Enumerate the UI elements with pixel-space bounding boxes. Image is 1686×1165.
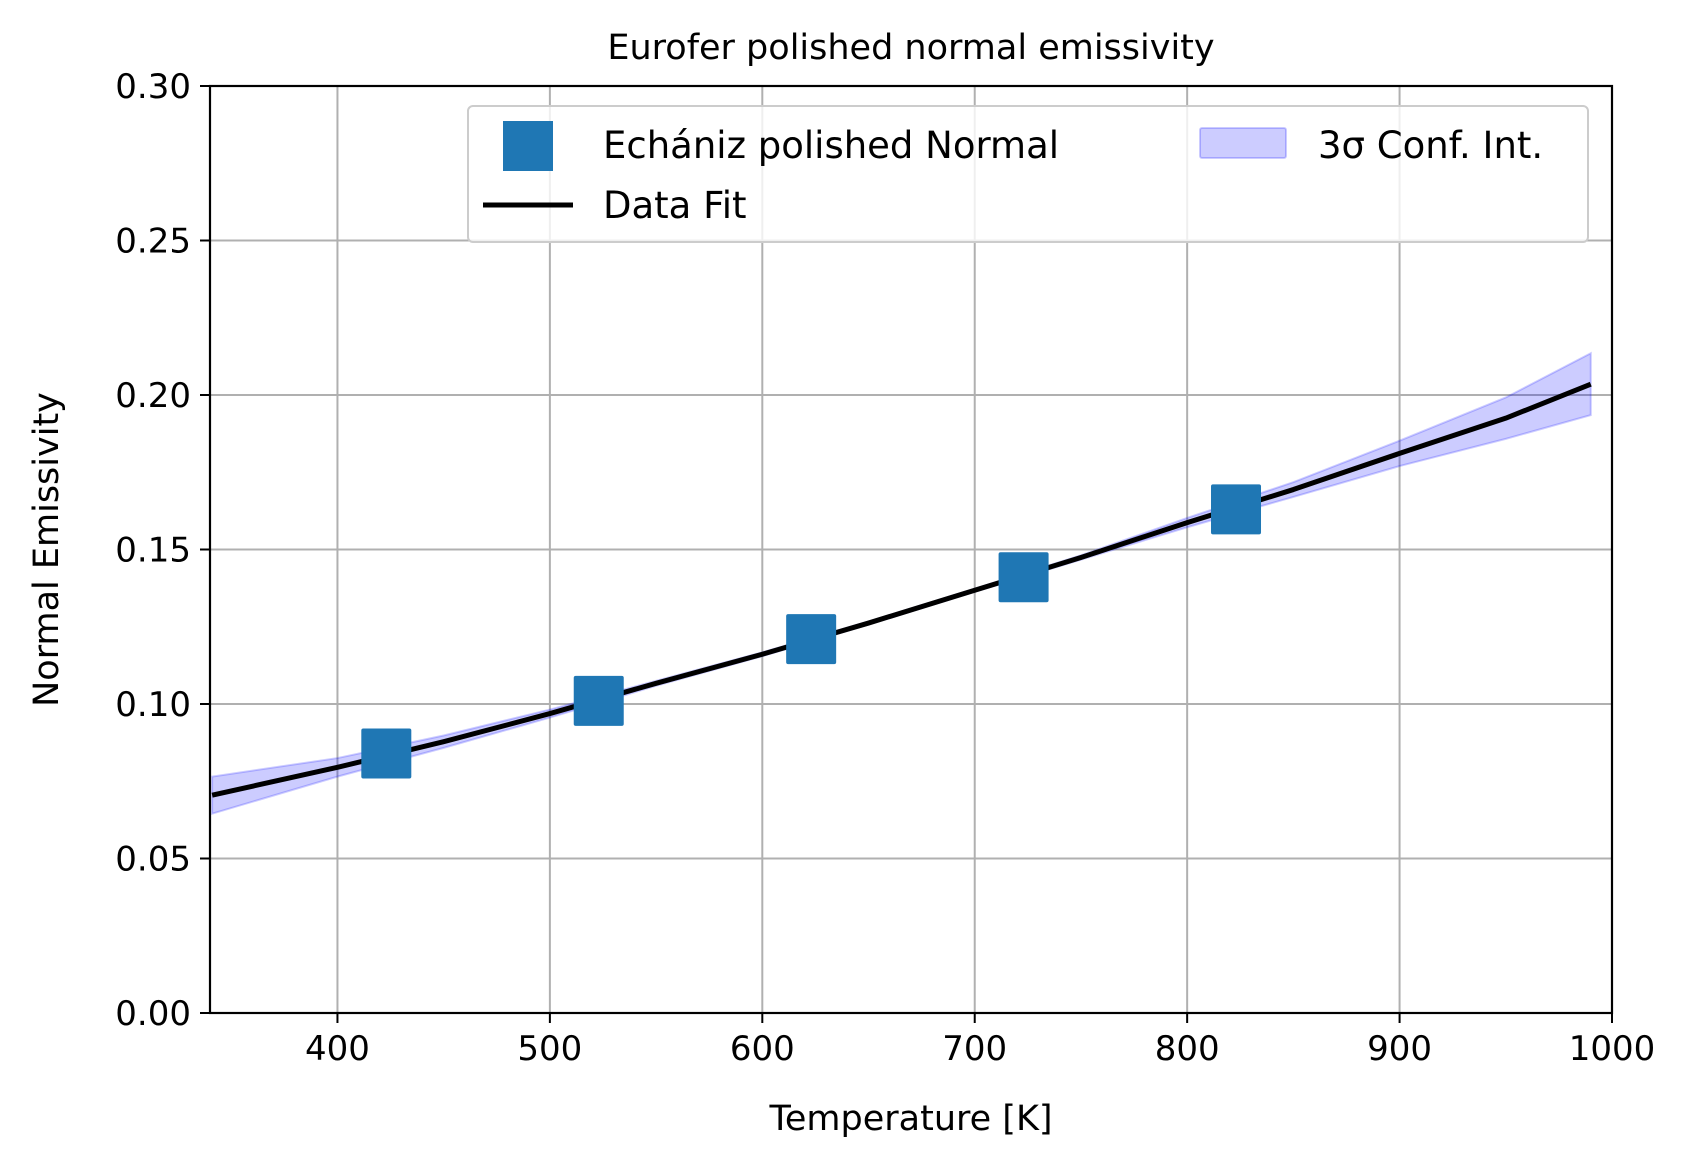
fit-line-layer	[211, 381, 1592, 798]
legend-label-echaniz: Echániz polished Normal	[603, 124, 1059, 167]
data-point-marker	[998, 552, 1049, 603]
y-tick-label: 0.20	[115, 376, 191, 416]
y-tick-label: 0.10	[115, 685, 191, 725]
chart-title: Eurofer polished normal emissivity	[607, 28, 1214, 68]
x-tick-label: 700	[942, 1029, 1007, 1069]
x-tick-label: 500	[517, 1029, 582, 1069]
y-tick-label: 0.30	[115, 67, 191, 107]
fit-line	[211, 381, 1592, 798]
data-markers	[361, 484, 1262, 779]
x-tick-label: 400	[305, 1029, 370, 1069]
y-tick-label: 0.25	[115, 222, 191, 262]
x-axis-label: Temperature [K]	[768, 1099, 1052, 1139]
legend-label-data-fit: Data Fit	[603, 184, 746, 227]
confidence-band-area	[211, 351, 1592, 816]
data-point-marker	[361, 728, 412, 779]
legend-square-marker	[503, 121, 553, 171]
x-tick-label: 600	[730, 1029, 795, 1069]
data-point-marker	[573, 675, 624, 726]
x-tick-label: 1000	[1569, 1029, 1656, 1069]
y-tick-label: 0.00	[115, 994, 191, 1034]
x-tick-label: 800	[1155, 1029, 1220, 1069]
legend-band-marker	[1199, 127, 1287, 159]
legend-box	[467, 105, 1589, 243]
legend: Echániz polished Normal Data Fit 3σ Conf…	[467, 105, 1589, 243]
y-tick-label: 0.15	[115, 531, 191, 571]
confidence-band	[211, 351, 1592, 816]
y-tick-label: 0.05	[115, 840, 191, 880]
y-axis-label: Normal Emissivity	[27, 392, 67, 707]
data-point-marker	[786, 614, 837, 665]
ticks: 400 500 600 700 800 900 1000 0.00 0.05 0.10 0.15 0.…	[115, 67, 1655, 1069]
data-point-marker	[1211, 484, 1262, 535]
x-tick-label: 900	[1367, 1029, 1432, 1069]
legend-label-conf-int: 3σ Conf. Int.	[1318, 124, 1543, 167]
